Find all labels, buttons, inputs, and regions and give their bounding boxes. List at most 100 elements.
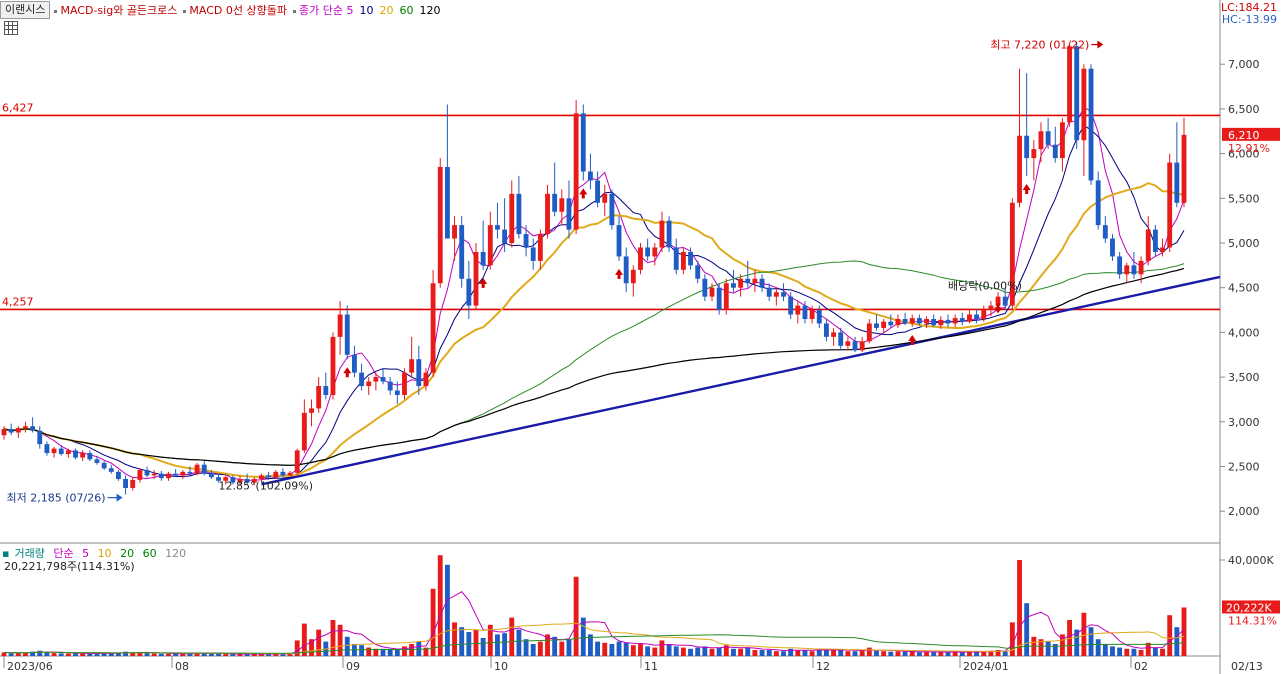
price-tick-label: 5,500 xyxy=(1228,192,1260,205)
legend-label: 종가 단순 xyxy=(299,4,343,17)
legend-ma20[interactable]: 20 xyxy=(379,3,394,17)
volume-bar xyxy=(916,652,922,656)
volume-bar xyxy=(1145,642,1151,656)
annotations: 최고 7,220 (01/22) 최저 2,185 (07/26) 배당락(0.00… xyxy=(7,39,1280,627)
price-tick-label: 7,000 xyxy=(1228,58,1260,71)
volume-bar xyxy=(881,651,887,656)
volume-bar xyxy=(852,651,858,656)
volume-bar xyxy=(373,648,379,656)
volume-bar xyxy=(230,654,236,656)
candle-body xyxy=(251,479,257,483)
price-tick-label: 2,000 xyxy=(1228,505,1260,518)
volume-bar xyxy=(37,650,43,656)
candle-body xyxy=(430,283,436,373)
candle-body xyxy=(659,220,665,248)
volume-bar xyxy=(487,624,493,656)
candle-body xyxy=(967,314,972,322)
candle-body xyxy=(545,193,550,235)
volume-bar xyxy=(194,652,200,656)
volume-bar xyxy=(809,651,815,656)
candle-body xyxy=(823,323,829,337)
candle-body xyxy=(58,448,64,454)
buy-signal-arrow-icon xyxy=(1022,183,1031,194)
candle-body xyxy=(502,229,508,244)
candle-body xyxy=(530,247,536,261)
volume-bar xyxy=(15,652,21,656)
volume-bar xyxy=(58,653,64,656)
volume-bar xyxy=(1081,612,1087,656)
low-arrow-icon xyxy=(116,493,123,502)
candle-body xyxy=(459,225,465,279)
price-tick-label: 4,000 xyxy=(1228,326,1260,339)
candle-body xyxy=(731,283,736,288)
volume-bar xyxy=(65,653,71,656)
candle-body xyxy=(366,381,372,387)
candle-body xyxy=(988,305,994,311)
volume-bar xyxy=(1095,639,1101,656)
volume-bar xyxy=(1038,639,1044,656)
stock-name-tab[interactable]: 이랜시스 xyxy=(0,1,51,19)
volume-bar xyxy=(695,647,701,656)
volume-bar xyxy=(94,653,100,656)
candle-body xyxy=(480,251,486,266)
volume-bar xyxy=(402,646,407,656)
low-label: 최저 2,185 (07/26) xyxy=(7,492,106,505)
candle-body xyxy=(623,256,629,284)
volume-legend-title[interactable]: 거래량 xyxy=(14,547,45,560)
buy-signal-arrow-icon xyxy=(479,277,488,288)
volume-bar xyxy=(773,651,779,656)
candle-body xyxy=(688,251,693,266)
volume-bar xyxy=(1124,648,1130,656)
legend-macd-golden[interactable]: MACD-sig와 골든크로스 xyxy=(54,2,177,18)
candle-body xyxy=(65,450,71,454)
volume-bar xyxy=(974,651,980,656)
volume-bar xyxy=(1074,629,1080,656)
volume-bar xyxy=(666,644,672,656)
signal-arrows xyxy=(343,183,1031,378)
volume-bar xyxy=(609,644,615,656)
candle-body xyxy=(294,450,300,473)
volume-bar xyxy=(201,653,207,656)
volume-bar xyxy=(723,645,729,656)
buy-signal-arrow-icon xyxy=(579,188,588,199)
volume-bar xyxy=(1,652,7,656)
legend-ma60[interactable]: 60 xyxy=(399,3,414,17)
candle-body xyxy=(337,314,343,337)
price-tick-label: 2,500 xyxy=(1228,460,1260,473)
volume-bar xyxy=(587,634,593,656)
candle-body xyxy=(1009,202,1015,306)
legend-ma[interactable]: 종가 단순 5 xyxy=(293,2,353,18)
candle-body xyxy=(1074,46,1080,141)
ma120-line xyxy=(3,267,1185,466)
legend-macd-zero[interactable]: MACD 0선 상향돌파 xyxy=(183,2,287,18)
trendline xyxy=(261,275,1221,486)
level-label: 6,427 xyxy=(2,101,34,114)
candle-body xyxy=(115,471,121,480)
volume-bar xyxy=(1009,622,1015,656)
volume-legend-p120: 120 xyxy=(165,547,187,560)
candle-body xyxy=(981,310,987,319)
price-tick-label: 3,500 xyxy=(1228,371,1260,384)
volume-bar xyxy=(115,652,121,656)
legend-marker-icon xyxy=(54,9,58,13)
volume-bar xyxy=(444,564,450,656)
current-price-box xyxy=(1222,127,1280,141)
price-tick-label: 5,000 xyxy=(1228,237,1260,250)
candle-body xyxy=(938,319,944,326)
grid-icon[interactable] xyxy=(4,21,18,35)
candle-body xyxy=(580,113,586,172)
volume-bar xyxy=(151,653,157,656)
volume-bar xyxy=(523,639,529,656)
legend-ma120[interactable]: 120 xyxy=(419,3,441,17)
candle-body xyxy=(1167,162,1173,248)
candle-body xyxy=(87,453,93,460)
candle-body xyxy=(709,287,715,297)
volume-bar xyxy=(680,647,686,656)
candle-body xyxy=(666,220,672,248)
volume-bar xyxy=(845,651,851,656)
volume-bar xyxy=(1160,648,1165,656)
volume-bar xyxy=(831,650,837,656)
current-volume-label: 20,222K xyxy=(1226,601,1272,614)
legend-ma10[interactable]: 10 xyxy=(359,3,374,17)
